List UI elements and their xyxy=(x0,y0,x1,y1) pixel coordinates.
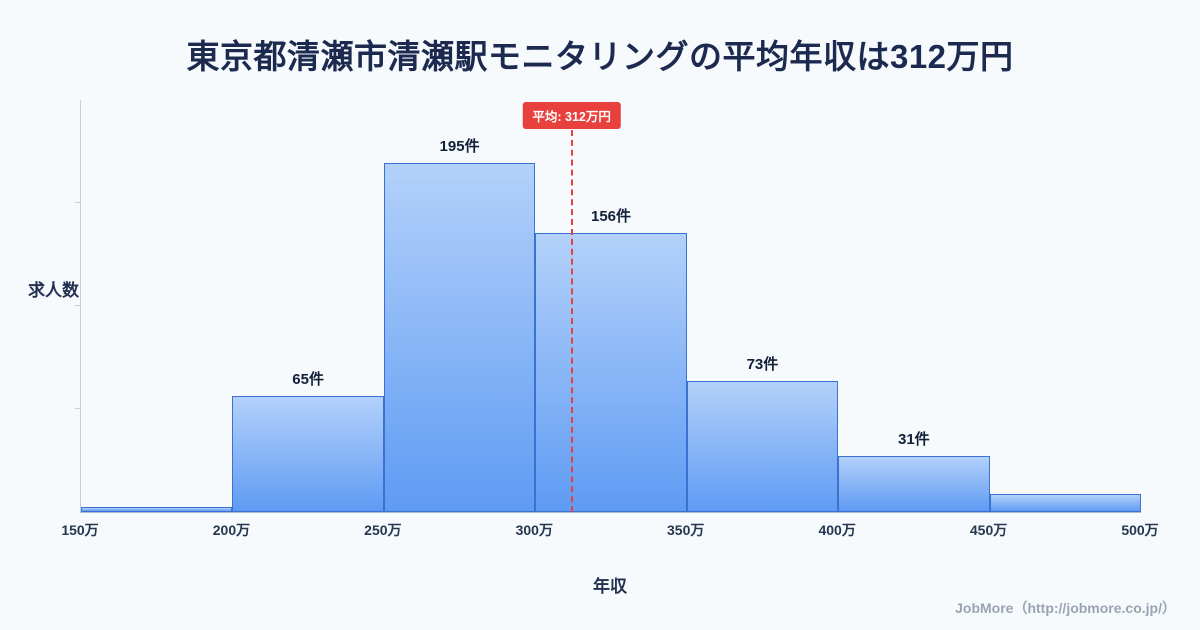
plot-area: 65件 195件 156件 73件 31件 平均: 312万円 xyxy=(75,100,1141,513)
x-tick-label: 350万 xyxy=(667,522,705,538)
x-tick-label: 450万 xyxy=(969,522,1008,538)
x-axis-ticks: 150万 200万 250万 300万 350万 400万 450万 500万 xyxy=(61,520,1158,542)
histogram-bar xyxy=(989,494,1141,512)
y-axis-tick xyxy=(75,408,81,409)
average-line xyxy=(570,130,573,512)
bar-count-label: 31件 xyxy=(898,431,930,449)
bar-count-label: 195件 xyxy=(439,137,480,155)
x-axis-label: 年収 xyxy=(593,577,627,596)
page-title: 東京都清瀬市清瀬駅モニタリングの平均年収は312万円 xyxy=(186,38,1014,75)
y-axis-label: 求人数 xyxy=(28,281,79,300)
average-badge: 平均: 312万円 xyxy=(522,102,621,129)
histogram-bar xyxy=(81,506,233,512)
histogram-bar xyxy=(838,456,990,512)
bar-count-label: 65件 xyxy=(292,370,324,388)
bar-count-label: 73件 xyxy=(746,356,779,374)
histogram-bar xyxy=(686,381,839,512)
histogram-bar xyxy=(383,162,536,512)
x-tick-label: 300万 xyxy=(515,522,553,538)
bar-count-label: 156件 xyxy=(590,207,632,225)
x-tick-label: 500万 xyxy=(1121,522,1159,538)
y-axis-tick xyxy=(75,202,81,203)
histogram-bar xyxy=(232,395,384,512)
y-axis-tick xyxy=(75,305,81,306)
credit: JobMore（http://jobmore.co.jp/） xyxy=(955,600,1176,616)
x-tick-label: 250万 xyxy=(364,522,402,538)
x-tick-label: 150万 xyxy=(61,522,99,538)
x-tick-label: 400万 xyxy=(818,522,856,538)
histogram-bar xyxy=(535,232,687,512)
x-tick-label: 200万 xyxy=(212,522,251,538)
